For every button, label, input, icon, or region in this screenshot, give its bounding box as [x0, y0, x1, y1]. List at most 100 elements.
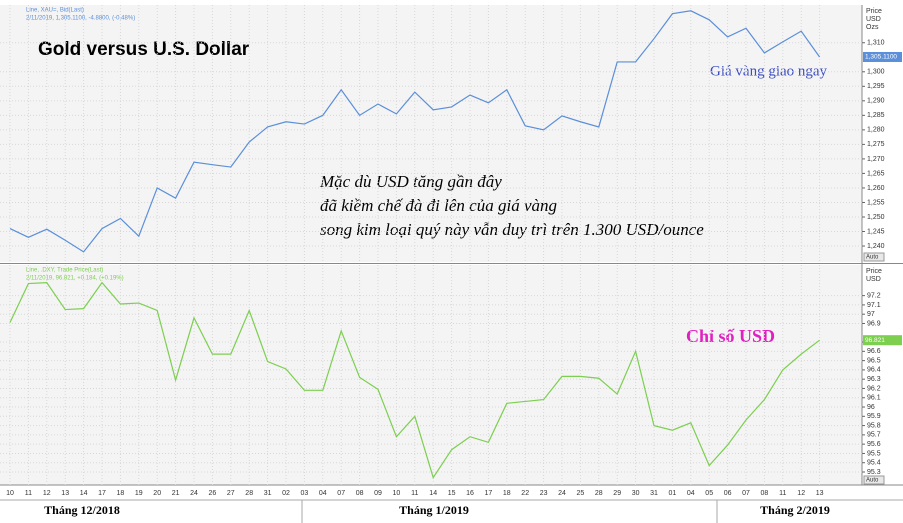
y-tick-label: 1,250	[867, 214, 885, 221]
data-line	[9, 281, 820, 479]
x-tick-label: 30	[632, 490, 640, 497]
y-tick-label: 95.6	[867, 441, 881, 448]
legend-header: Line, .DXY, Trade Price(Last)	[26, 268, 103, 274]
period-label: Tháng 12/2018	[44, 503, 120, 517]
y-tick-label: 1,245	[867, 228, 885, 235]
axis-title: USD	[866, 276, 881, 283]
y-tick-label: 95.9	[867, 413, 881, 420]
y-tick-label: 96.6	[867, 348, 881, 355]
x-tick-label: 19	[135, 490, 143, 497]
last-value-label: 96.821	[865, 337, 885, 344]
annotation: Mặc dù USD tăng gần đây	[319, 172, 502, 191]
x-tick-label: 05	[705, 490, 713, 497]
x-tick-label: 16	[466, 490, 474, 497]
y-tick-label: 96	[867, 404, 875, 411]
x-tick-label: 04	[687, 490, 695, 497]
x-tick-label: 24	[558, 490, 566, 497]
x-tick-label: 20	[153, 490, 161, 497]
x-tick-label: 31	[650, 490, 658, 497]
x-tick-label: 06	[724, 490, 732, 497]
x-tick-label: 24	[190, 490, 198, 497]
x-tick-label: 04	[319, 490, 327, 497]
y-tick-label: 1,270	[867, 156, 885, 163]
x-tick-label: 10	[6, 490, 14, 497]
last-value-box	[863, 51, 902, 62]
y-tick-label: 1,285	[867, 112, 885, 119]
x-tick-label: 31	[264, 490, 272, 497]
x-tick-label: 10	[393, 490, 401, 497]
legend-header: 2/11/2019, 96.821, +0.184, (+0.19%)	[26, 276, 124, 282]
scale-button-label: Auto	[866, 478, 879, 484]
scale-button-label: Auto	[866, 255, 879, 261]
top-panel	[0, 5, 862, 262]
x-tick-label: 11	[779, 490, 786, 497]
axis-title: Price	[866, 8, 882, 15]
last-value-label: 1,305.1100	[865, 54, 897, 61]
period-label: Tháng 1/2019	[399, 503, 469, 517]
legend-header: 2/11/2019, 1,305.1100, -4.8800, (-0.48%)	[26, 16, 135, 22]
y-tick-label: 1,260	[867, 185, 885, 192]
y-tick-label: 96.4	[867, 367, 881, 374]
x-tick-label: 14	[429, 490, 437, 497]
y-tick-label: 96.3	[867, 376, 881, 383]
x-tick-label: 25	[577, 490, 585, 497]
x-tick-label: 09	[374, 490, 382, 497]
y-tick-label: 97	[867, 311, 875, 318]
x-tick-label: 18	[117, 490, 125, 497]
y-tick-label: 1,280	[867, 127, 885, 134]
bottom-panel	[0, 265, 862, 485]
x-tick-label: 21	[172, 490, 180, 497]
data-line	[9, 10, 821, 253]
x-tick-label: 12	[43, 490, 51, 497]
y-tick-label: 96.9	[867, 320, 881, 327]
legend-header: Line, XAU=, Bid(Last)	[26, 8, 84, 14]
x-tick-label: 12	[797, 490, 805, 497]
x-tick-label: 07	[337, 490, 345, 497]
y-tick-label: 1,290	[867, 98, 885, 105]
y-tick-label: 95.5	[867, 450, 881, 457]
y-tick-label: 1,265	[867, 170, 885, 177]
annotation: Chỉ số USD	[686, 326, 775, 346]
y-tick-label: 96.5	[867, 357, 881, 364]
y-tick-label: 97.2	[867, 292, 881, 299]
x-tick-label: 27	[227, 490, 235, 497]
x-tick-label: 02	[282, 490, 290, 497]
y-tick-label: 95.7	[867, 432, 881, 439]
scale-button[interactable]	[863, 475, 885, 485]
x-tick-label: 17	[485, 490, 493, 497]
x-tick-label: 03	[301, 490, 309, 497]
y-tick-label: 95.3	[867, 469, 881, 476]
x-tick-label: 13	[816, 490, 824, 497]
annotation: đã kiềm chế đà đi lên của giá vàng	[320, 196, 557, 215]
x-tick-label: 28	[245, 490, 253, 497]
y-tick-label: 95.8	[867, 422, 881, 429]
x-tick-label: 29	[613, 490, 621, 497]
x-tick-label: 14	[80, 490, 88, 497]
last-value-box	[863, 335, 902, 346]
x-tick-label: 17	[98, 490, 106, 497]
x-tick-label: 22	[521, 490, 529, 497]
y-tick-label: 96.1	[867, 395, 881, 402]
y-tick-label: 1,300	[867, 69, 885, 76]
scale-button[interactable]	[863, 252, 885, 262]
x-tick-label: 01	[669, 490, 677, 497]
x-tick-label: 23	[540, 490, 548, 497]
y-tick-label: 1,310	[867, 40, 885, 47]
axis-title: Ozs	[866, 24, 879, 31]
y-tick-label: 96.2	[867, 385, 881, 392]
y-tick-label: 1,240	[867, 243, 885, 250]
y-tick-label: 1,275	[867, 141, 885, 148]
x-tick-label: 15	[448, 490, 456, 497]
x-tick-label: 08	[356, 490, 364, 497]
x-tick-label: 07	[742, 490, 750, 497]
axis-title: Price	[866, 268, 882, 275]
chart-title: Gold versus U.S. Dollar	[38, 39, 250, 60]
x-tick-label: 11	[411, 490, 418, 497]
annotation: song kim loại quý này vẫn duy trì trên 1…	[320, 220, 704, 239]
y-tick-label: 1,295	[867, 83, 885, 90]
axis-title: USD	[866, 16, 881, 23]
x-tick-label: 11	[25, 490, 32, 497]
y-tick-label: 1,255	[867, 199, 885, 206]
y-tick-label: 97.1	[867, 302, 881, 309]
